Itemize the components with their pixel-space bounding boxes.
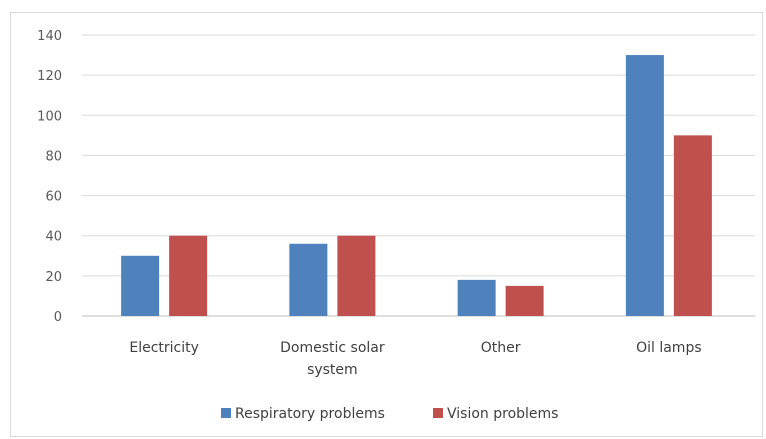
y-tick-label: 100 xyxy=(37,109,62,124)
y-tick-label: 140 xyxy=(37,29,62,44)
bars xyxy=(121,55,712,316)
y-tick-label: 80 xyxy=(45,149,62,164)
bar-vision-1 xyxy=(337,235,376,316)
x-category-label: Domestic solar xyxy=(280,340,385,356)
x-axis-labels: Electricity Domestic solar system Other Oil … xyxy=(129,340,701,378)
x-category-label: Other xyxy=(481,340,521,356)
bar-respiratory-3 xyxy=(625,55,664,316)
y-axis-ticks: 0 20 40 60 80 100 120 140 xyxy=(37,29,62,325)
bar-vision-0 xyxy=(169,235,208,316)
legend-swatch xyxy=(433,408,443,418)
y-tick-label: 60 xyxy=(45,190,62,205)
legend-swatch xyxy=(221,408,231,418)
x-category-label: Oil lamps xyxy=(636,340,702,356)
bar-vision-3 xyxy=(673,135,712,316)
legend-label: Vision problems xyxy=(447,406,558,422)
bar-vision-2 xyxy=(505,285,544,316)
legend-label: Respiratory problems xyxy=(235,406,385,422)
bar-respiratory-1 xyxy=(289,243,328,316)
y-tick-label: 0 xyxy=(54,310,62,325)
x-category-label: system xyxy=(307,362,358,378)
legend: Respiratory problems Vision problems xyxy=(221,406,558,422)
y-tick-label: 120 xyxy=(37,69,62,84)
y-tick-label: 20 xyxy=(45,270,62,285)
bar-respiratory-2 xyxy=(457,279,496,316)
x-category-label: Electricity xyxy=(129,340,199,356)
y-tick-label: 40 xyxy=(45,230,62,245)
bar-respiratory-0 xyxy=(121,255,160,316)
